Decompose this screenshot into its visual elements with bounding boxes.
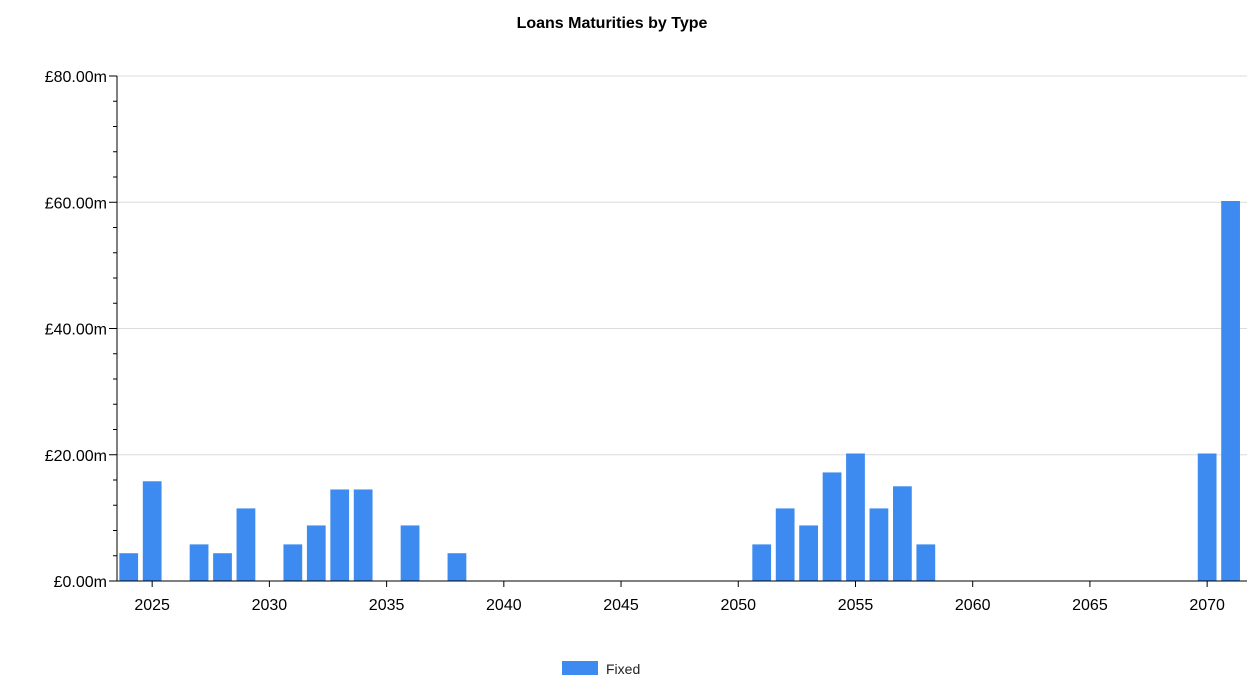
x-tick-label: 2065 <box>1072 597 1108 614</box>
bar-2055[interactable] <box>846 453 865 581</box>
bar-2057[interactable] <box>893 486 912 581</box>
bar-2033[interactable] <box>330 489 350 581</box>
bar-2053[interactable] <box>799 525 818 581</box>
y-tick-label: £80.00m <box>45 69 107 86</box>
bar-2071[interactable] <box>1221 200 1240 582</box>
x-tick-label: 2060 <box>955 597 991 614</box>
x-tick-label: 2025 <box>134 597 170 614</box>
x-tick-label: 2045 <box>603 597 639 614</box>
y-tick-label: £20.00m <box>45 448 107 465</box>
bar-2051[interactable] <box>752 544 772 581</box>
x-tick-label: 2040 <box>486 597 522 614</box>
x-tick-label: 2030 <box>252 597 288 614</box>
bars <box>119 200 1240 582</box>
y-tick-label: £0.00m <box>54 574 107 591</box>
bar-2028[interactable] <box>213 553 232 581</box>
y-tick-label: £60.00m <box>45 195 107 212</box>
x-tick-label: 2055 <box>838 597 874 614</box>
bar-2054[interactable] <box>822 472 842 581</box>
y-axis: £0.00m £20.00m £40.00m £60.00m £80.00m <box>45 69 118 591</box>
bar-2025[interactable] <box>142 481 162 581</box>
bar-2029[interactable] <box>236 508 256 581</box>
bar-2036[interactable] <box>400 525 420 581</box>
bar-2034[interactable] <box>353 489 373 581</box>
bar-2052[interactable] <box>775 508 795 581</box>
x-tick-label: 2035 <box>369 597 405 614</box>
x-tick-label: 2050 <box>720 597 756 614</box>
bar-2032[interactable] <box>306 525 326 581</box>
legend-label-fixed[interactable]: Fixed <box>606 661 640 677</box>
legend[interactable]: Fixed <box>562 661 640 677</box>
grid <box>117 75 1247 456</box>
chart-title: Loans Maturities by Type <box>517 15 708 32</box>
y-tick-label: £40.00m <box>45 322 107 339</box>
x-axis: 2025 2030 2035 2040 2045 2050 2055 2060 2065 2070 <box>117 580 1247 614</box>
legend-swatch-fixed[interactable] <box>562 661 598 675</box>
bar-2056[interactable] <box>869 508 889 581</box>
bar-2070[interactable] <box>1197 453 1217 581</box>
bar-2024[interactable] <box>119 553 139 581</box>
bar-2027[interactable] <box>189 544 209 581</box>
x-tick-label: 2070 <box>1189 597 1225 614</box>
bar-2031[interactable] <box>283 544 303 581</box>
bar-2058[interactable] <box>916 544 936 581</box>
bar-2038[interactable] <box>447 553 467 581</box>
